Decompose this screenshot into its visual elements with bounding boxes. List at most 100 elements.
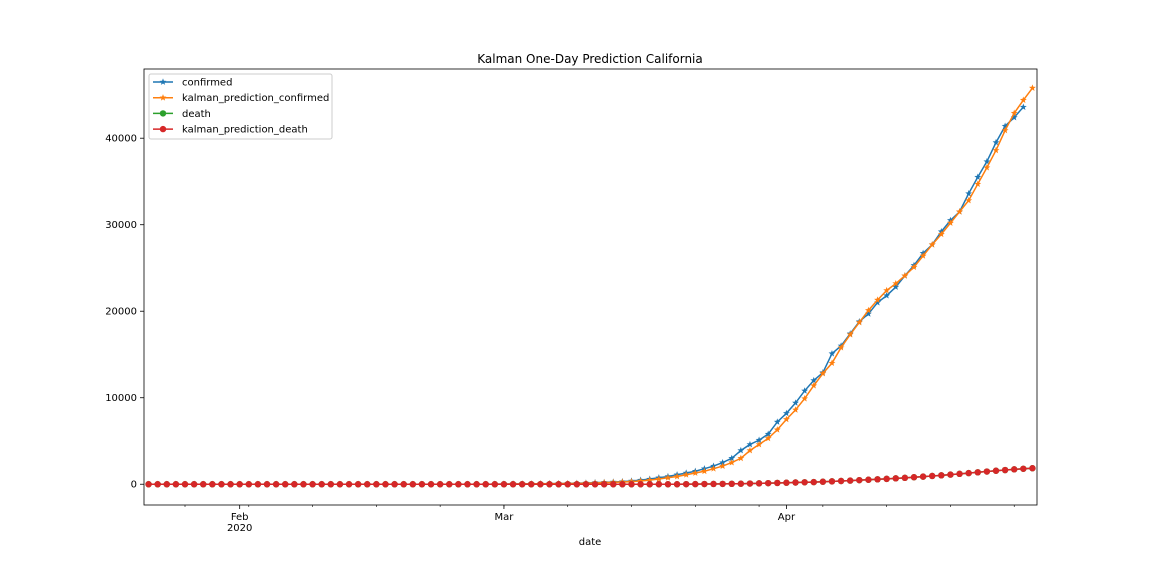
data-point-kalman_prediction_death xyxy=(682,480,690,488)
data-point-kalman_prediction_death xyxy=(755,480,763,487)
data-point-kalman_prediction_death xyxy=(1001,466,1009,474)
data-point-kalman_prediction_death xyxy=(819,478,827,485)
data-point-kalman_prediction_death xyxy=(628,481,635,488)
data-point-kalman_prediction_confirmed xyxy=(865,306,872,314)
series-line-death xyxy=(148,467,1033,485)
legend-label: kalman_prediction_death xyxy=(182,125,308,136)
data-point-kalman_prediction_confirmed xyxy=(810,382,818,389)
data-point-kalman_prediction_death xyxy=(464,481,471,488)
y-tick-label: 10000 xyxy=(105,393,137,404)
data-point-kalman_prediction_death xyxy=(846,477,854,484)
y-tick-label: 0 xyxy=(131,480,137,491)
data-point-kalman_prediction_death xyxy=(263,481,271,488)
data-point-confirmed xyxy=(746,440,754,448)
data-point-kalman_prediction_confirmed xyxy=(947,219,954,226)
data-point-kalman_prediction_confirmed xyxy=(901,272,909,279)
data-point-confirmed xyxy=(974,173,982,181)
data-point-kalman_prediction_confirmed xyxy=(691,469,699,476)
data-point-kalman_prediction_death xyxy=(446,481,453,488)
data-point-kalman_prediction_death xyxy=(218,481,225,488)
legend-marker xyxy=(159,110,167,117)
data-point-kalman_prediction_death xyxy=(992,467,1000,474)
data-point-kalman_prediction_confirmed xyxy=(828,359,836,367)
data-point-kalman_prediction_death xyxy=(1011,466,1018,473)
data-point-kalman_prediction_death xyxy=(719,480,726,488)
data-point-kalman_prediction_death xyxy=(318,481,325,488)
data-point-confirmed xyxy=(983,157,991,165)
data-point-kalman_prediction_death xyxy=(473,481,480,488)
data-point-confirmed xyxy=(874,298,881,306)
data-point-confirmed xyxy=(764,430,772,437)
data-point-kalman_prediction_death xyxy=(546,481,553,488)
legend: confirmed kalman_prediction_confirmeddeat… xyxy=(148,73,333,140)
data-point-kalman_prediction_confirmed xyxy=(1019,96,1027,104)
data-point-confirmed xyxy=(992,138,1000,146)
data-point-kalman_prediction_death xyxy=(582,481,590,488)
data-point-kalman_prediction_death xyxy=(391,481,398,488)
data-point-kalman_prediction_death xyxy=(610,481,617,488)
data-point-kalman_prediction_death xyxy=(190,481,198,488)
legend-box xyxy=(148,73,333,140)
legend-marker xyxy=(159,94,167,101)
data-point-kalman_prediction_death xyxy=(163,481,170,488)
data-point-kalman_prediction_death xyxy=(883,475,890,483)
data-point-kalman_prediction_confirmed xyxy=(965,196,973,204)
data-point-kalman_prediction_death xyxy=(901,474,909,482)
data-point-confirmed xyxy=(1019,103,1027,110)
data-point-kalman_prediction_death xyxy=(200,481,207,488)
data-point-kalman_prediction_death xyxy=(282,481,289,488)
data-point-kalman_prediction_death xyxy=(910,474,918,481)
data-point-kalman_prediction_death xyxy=(600,481,608,488)
data-point-kalman_prediction_confirmed xyxy=(728,459,736,466)
series-line-confirmed xyxy=(148,106,1024,485)
data-point-kalman_prediction_death xyxy=(828,478,836,485)
data-point-kalman_prediction_death xyxy=(254,481,262,488)
data-point-confirmed xyxy=(810,376,818,384)
data-point-kalman_prediction_death xyxy=(655,481,663,488)
data-point-kalman_prediction_death xyxy=(154,481,161,488)
series-line-kalman_prediction_death xyxy=(148,467,1033,485)
data-point-kalman_prediction_confirmed xyxy=(919,252,927,259)
data-point-confirmed xyxy=(737,446,745,454)
data-point-kalman_prediction_confirmed xyxy=(801,395,809,402)
data-point-confirmed xyxy=(883,292,891,299)
data-point-kalman_prediction_death xyxy=(172,481,180,488)
data-point-kalman_prediction_confirmed xyxy=(746,446,754,454)
data-point-kalman_prediction_confirmed xyxy=(1029,84,1036,91)
data-point-kalman_prediction_confirmed xyxy=(983,164,991,171)
data-point-kalman_prediction_death xyxy=(491,481,499,488)
data-point-kalman_prediction_death xyxy=(555,481,562,488)
plot-frame xyxy=(143,68,1038,506)
data-point-kalman_prediction_death xyxy=(646,481,653,488)
data-point-kalman_prediction_confirmed xyxy=(792,406,799,413)
data-point-confirmed xyxy=(828,350,836,357)
data-point-kalman_prediction_death xyxy=(637,481,644,488)
data-point-kalman_prediction_death xyxy=(774,479,781,487)
y-axis: 0 10000 20000 30000 40000 xyxy=(105,134,144,491)
data-point-confirmed xyxy=(892,283,900,290)
data-point-kalman_prediction_death xyxy=(701,480,708,488)
data-point-kalman_prediction_confirmed xyxy=(737,454,745,462)
data-point-kalman_prediction_death xyxy=(1029,465,1036,472)
data-point-kalman_prediction_death xyxy=(427,481,435,488)
data-point-kalman_prediction_death xyxy=(783,479,790,486)
legend-label: death xyxy=(182,109,211,120)
x-tick-label: Apr xyxy=(778,512,796,523)
data-point-kalman_prediction_death xyxy=(209,481,216,488)
x-tick-label: Mar xyxy=(494,512,514,523)
data-point-kalman_prediction_death xyxy=(591,481,599,488)
data-point-kalman_prediction_death xyxy=(710,480,717,488)
data-point-kalman_prediction_death xyxy=(929,472,936,480)
x-tick-label: Feb xyxy=(231,512,249,523)
data-point-kalman_prediction_death xyxy=(673,481,681,488)
data-point-kalman_prediction_death xyxy=(919,473,927,480)
data-point-kalman_prediction_death xyxy=(764,479,772,487)
data-point-kalman_prediction_confirmed xyxy=(655,475,663,482)
data-point-kalman_prediction_death xyxy=(792,479,799,486)
data-point-kalman_prediction_confirmed xyxy=(646,476,654,483)
data-point-kalman_prediction_confirmed xyxy=(719,462,727,469)
chart-title: Kalman One-Day Prediction California xyxy=(477,52,703,66)
data-point-kalman_prediction_death xyxy=(245,481,252,488)
data-point-confirmed xyxy=(782,409,790,417)
